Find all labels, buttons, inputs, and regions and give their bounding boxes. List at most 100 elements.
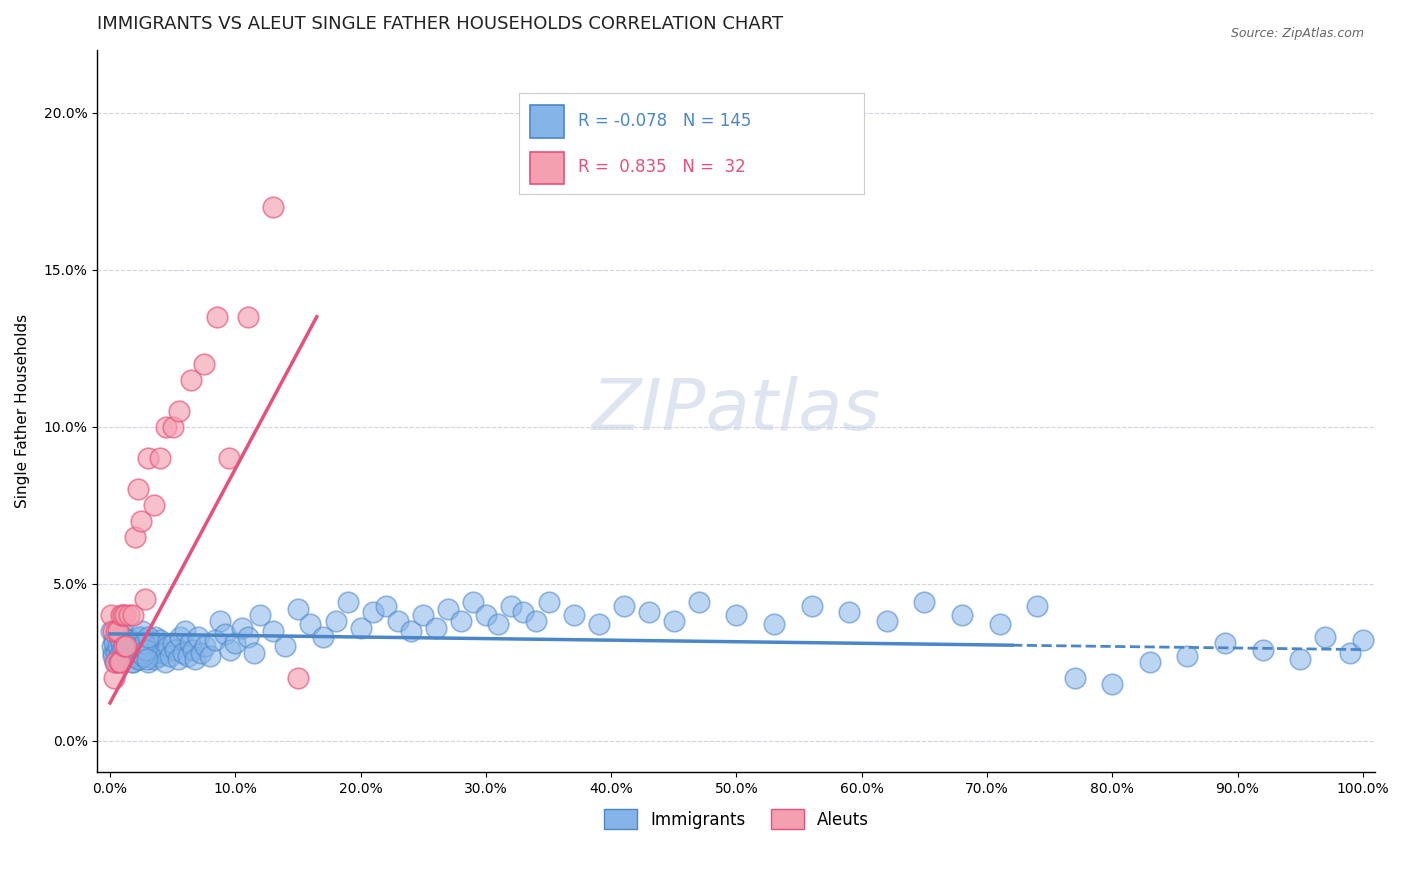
Point [159,648,181,663]
Point [374,599,396,613]
Point [153,655,176,669]
Point [243,646,266,660]
Point [129,630,152,644]
Point [117,648,139,663]
Point [121,655,143,669]
Point [200,648,222,663]
Point [613,599,636,613]
Point [1101,677,1123,691]
Point [110,642,132,657]
Point [218,451,240,466]
Point [125,642,148,657]
Point [105,624,128,638]
Point [236,310,259,324]
Point [139,648,162,663]
Point [135,646,157,660]
Point [107,630,129,644]
Point [224,636,246,650]
Point [142,498,165,512]
Point [176,648,198,663]
Point [194,640,217,654]
Point [184,652,207,666]
Point [104,646,127,660]
Point [214,627,236,641]
Point [287,601,309,615]
Point [134,636,156,650]
Y-axis label: Single Father Households: Single Father Households [15,314,30,508]
Point [287,671,309,685]
Point [162,636,184,650]
Point [1139,655,1161,669]
Point [349,621,371,635]
Point [115,640,138,654]
Point [1026,599,1049,613]
Point [120,646,142,660]
Point [562,608,585,623]
Point [155,419,177,434]
Point [114,608,136,623]
Point [142,642,165,657]
Point [912,595,935,609]
Point [103,671,125,685]
Point [1351,633,1374,648]
Legend: Immigrants, Aleuts: Immigrants, Aleuts [598,802,876,836]
Point [101,648,124,663]
Point [209,615,232,629]
Point [110,636,132,650]
Point [499,599,522,613]
Point [127,642,149,657]
Point [111,652,134,666]
Point [101,646,124,660]
Point [114,646,136,660]
Point [800,599,823,613]
Point [1251,642,1274,657]
Point [387,615,409,629]
Point [103,636,125,650]
Point [111,642,134,657]
Point [950,608,973,623]
Point [104,655,127,669]
Point [132,648,155,663]
Point [122,640,145,654]
Point [112,627,135,641]
Point [165,642,187,657]
Point [187,630,209,644]
Point [838,605,860,619]
Point [115,640,138,654]
Point [167,404,190,418]
Point [149,633,172,648]
Point [274,640,297,654]
Point [399,624,422,638]
Point [876,615,898,629]
Point [111,608,134,623]
Point [131,514,153,528]
Point [1339,646,1361,660]
Point [136,451,159,466]
Point [262,200,284,214]
Text: IMMIGRANTS VS ALEUT SINGLE FATHER HOUSEHOLDS CORRELATION CHART: IMMIGRANTS VS ALEUT SINGLE FATHER HOUSEH… [97,15,783,33]
Point [131,646,153,660]
Point [108,648,131,663]
Point [437,601,460,615]
Point [179,636,201,650]
Point [101,640,124,654]
Point [463,595,485,609]
Point [299,617,322,632]
Point [112,652,135,666]
Point [1315,630,1337,644]
Point [1289,652,1312,666]
Point [108,636,131,650]
Point [120,646,142,660]
Point [120,633,142,648]
Point [725,608,748,623]
Point [149,451,172,466]
Point [108,655,131,669]
Point [588,617,610,632]
Point [662,615,685,629]
Point [135,642,157,657]
Point [125,636,148,650]
Point [180,372,202,386]
Point [105,655,128,669]
Point [104,655,127,669]
Point [114,646,136,660]
